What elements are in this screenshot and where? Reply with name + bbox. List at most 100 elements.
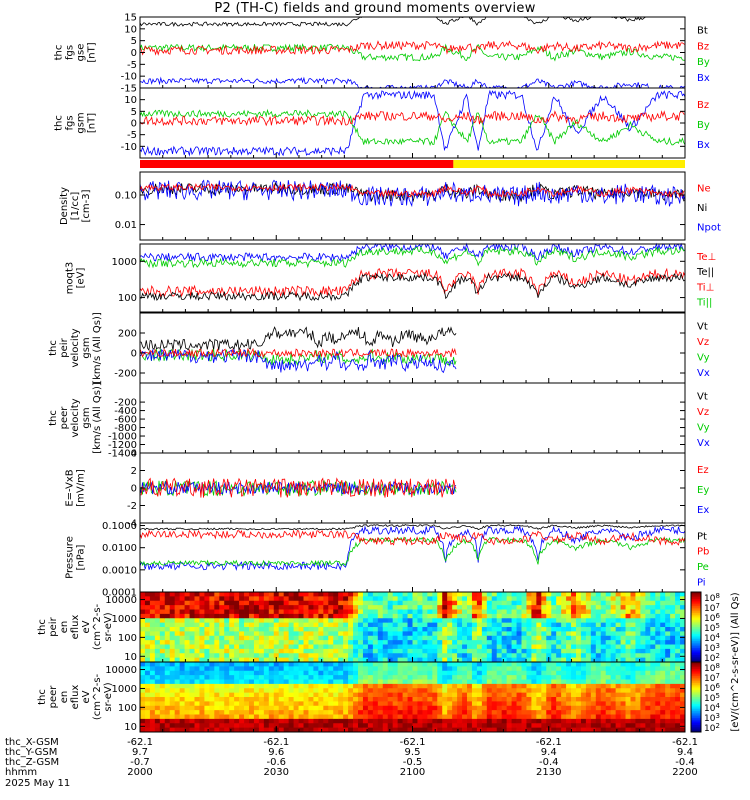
spectrogram-cell [536,613,542,619]
spectrogram-cell [338,688,344,694]
spectrogram-cell [665,657,671,663]
spectrogram-cell [199,727,205,733]
spectrogram-cell [432,723,438,729]
spectrogram-cell [620,631,626,637]
spectrogram-cell [665,640,671,645]
spectrogram-cell [323,675,329,680]
spectrogram-cell [501,727,508,733]
spectrogram-cell [576,662,582,667]
spectrogram-cell [675,701,681,707]
spectrogram-cell [219,714,225,720]
spectrogram-cell [164,613,171,619]
spectrogram-cell [249,718,255,724]
spectrogram-cell [457,600,463,606]
spectrogram-cell [164,631,171,637]
spectrogram-cell [169,675,176,680]
spectrogram-cell [159,613,166,619]
spectrogram-cell [392,675,399,680]
y-axis-label: en [59,691,70,704]
spectrogram-cell [204,701,210,707]
spectrogram-cell [149,631,156,637]
spectrogram-cell [308,635,314,641]
spectrogram-cell [655,592,661,597]
spectrogram-cell [566,692,572,698]
spectrogram-cell [308,600,314,606]
spectrogram-cell [293,631,299,637]
spectrogram-cell [323,705,329,711]
spectrogram-cell [471,613,478,619]
colorbar-cell [691,602,701,605]
spectrogram-cell [615,609,621,615]
spectrogram-cell [348,670,354,676]
spectrogram-cell [249,662,255,667]
spectrogram-cell [239,723,245,729]
spectrogram-cell [417,688,423,694]
spectrogram-cell [179,648,185,654]
spectrogram-cell [298,618,304,624]
spectrogram-cell [437,692,443,698]
spectrogram-cell [476,714,483,720]
spectrogram-cell [204,710,210,715]
spectrogram-cell [610,600,617,606]
spectrogram-cell [338,657,344,663]
spectrogram-cell [585,666,592,672]
spectrogram-cell [531,653,537,659]
spectrogram-cell [437,648,443,654]
spectrogram-cell [140,596,146,602]
spectrogram-cell [224,701,230,707]
colorbar-cell [691,637,701,640]
spectrogram-cell [412,592,418,597]
y-tick-label: 5 [131,36,137,47]
spectrogram-cell [174,627,181,632]
spectrogram-cell [318,675,324,680]
spectrogram-cell [655,605,661,610]
spectrogram-cell [140,692,146,698]
spectrogram-cell [541,605,547,610]
spectrogram-cell [367,644,374,650]
spectrogram-cell [481,723,488,729]
spectrogram-cell [249,596,255,602]
spectrogram-cell [442,613,448,619]
spectrogram-cell [288,710,294,715]
spectrogram-cell [214,640,220,645]
spectrogram-cell [288,714,294,720]
spectrogram-cell [214,605,220,610]
spectrogram-cell [496,609,503,615]
spectrogram-cell [556,600,562,606]
spectrogram-cell [605,618,612,624]
spectrogram-cell [144,640,151,645]
spectrogram-cell [348,714,354,720]
spectrogram-cell [234,596,240,602]
spectrogram-cell [199,648,205,654]
spectrogram-cell [566,605,572,610]
spectrogram-cell [546,710,552,715]
spectrogram-cell [219,723,225,729]
spectrogram-cell [670,640,676,645]
spectrogram-cell [214,609,220,615]
spectrogram-cell [680,613,686,619]
spectrogram-cell [169,596,176,602]
spectrogram-cell [149,705,156,711]
spectrogram-cell [476,627,483,632]
spectrogram-cell [273,653,280,659]
y-tick-label: 0.0010 [102,565,137,576]
spectrogram-cell [333,705,339,711]
spectrogram-cell [457,648,463,654]
spectrogram-cell [571,675,577,680]
spectrogram-cell [154,618,161,624]
spectrogram-cell [566,675,572,680]
spectrogram-cell [442,648,448,654]
spectrogram-cell [680,714,686,720]
spectrogram-cell [283,657,290,663]
spectrogram-cell [491,683,498,689]
spectrogram-cell [447,692,453,698]
y-tick-label: 0 [131,484,137,495]
spectrogram-cell [382,609,389,615]
spectrogram-cell [338,679,344,685]
y-axis-label: peir [48,616,59,636]
spectrogram-cell [372,727,379,733]
spectrogram-cell [546,596,552,602]
spectrogram-cell [288,622,294,628]
spectrogram-cell [377,635,384,641]
spectrogram-cell [402,697,408,702]
